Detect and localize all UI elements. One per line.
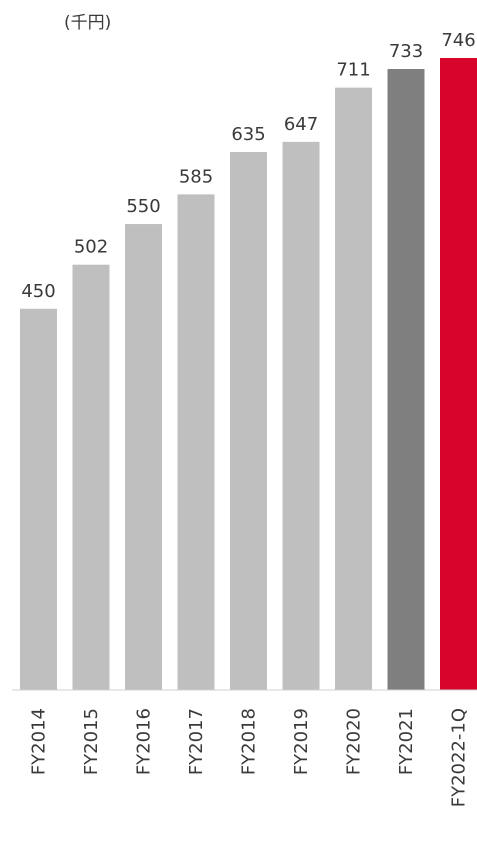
category-labels-group: FY2014 FY2015 FY2016 FY2017 FY2018 FY2019 FY20… [29, 708, 470, 807]
bar-fy2018 [230, 152, 267, 690]
bar-fy2015 [72, 264, 110, 690]
category-label-fy2014: FY2014 [29, 708, 50, 775]
category-label-fy2019: FY2019 [291, 708, 312, 775]
value-label-fy2015: 502 [74, 237, 108, 258]
value-label-fy2022-1q: 746 [441, 30, 475, 51]
value-label-fy2021: 733 [389, 41, 423, 62]
category-label-fy2017: FY2017 [186, 708, 207, 775]
category-label-fy2016: FY2016 [134, 708, 155, 775]
bar-fy2016 [125, 224, 162, 690]
bar-fy2022-1q [440, 58, 477, 690]
value-label-fy2019: 647 [284, 114, 318, 135]
category-label-fy2022-1q: FY2022-1Q [449, 708, 470, 807]
unit-label: (千円) [64, 13, 112, 33]
bar-fy2014 [20, 308, 57, 690]
bar-fy2017 [177, 194, 215, 690]
bars-group [20, 58, 477, 690]
bar-fy2021 [387, 69, 425, 690]
value-label-fy2014: 450 [21, 281, 55, 302]
value-label-fy2020: 711 [336, 60, 370, 81]
bar-fy2020 [335, 87, 372, 690]
category-label-fy2015: FY2015 [81, 708, 102, 775]
bar-fy2019 [282, 141, 320, 690]
category-label-fy2020: FY2020 [344, 708, 365, 775]
category-label-fy2018: FY2018 [239, 708, 260, 775]
value-label-fy2017: 585 [179, 166, 213, 187]
category-label-fy2021: FY2021 [396, 708, 417, 775]
value-labels-group: 450 502 550 585 635 647 711 733 746 [21, 30, 475, 302]
value-label-fy2018: 635 [231, 124, 265, 145]
value-label-fy2016: 550 [126, 196, 160, 217]
